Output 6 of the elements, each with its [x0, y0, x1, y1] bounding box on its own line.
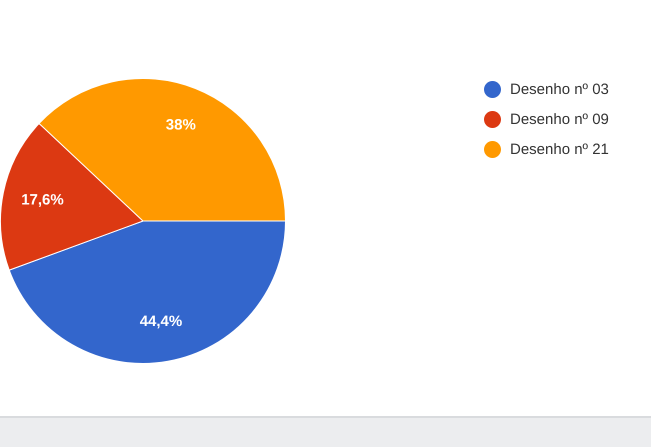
data-label: 44,4% — [140, 313, 182, 330]
data-label: 17,6% — [21, 192, 64, 209]
legend-label: Desenho nº 21 — [510, 140, 609, 158]
legend-label: Desenho nº 09 — [510, 110, 609, 128]
data-label: 38% — [166, 116, 196, 134]
legend-label: Desenho nº 03 — [510, 80, 609, 98]
